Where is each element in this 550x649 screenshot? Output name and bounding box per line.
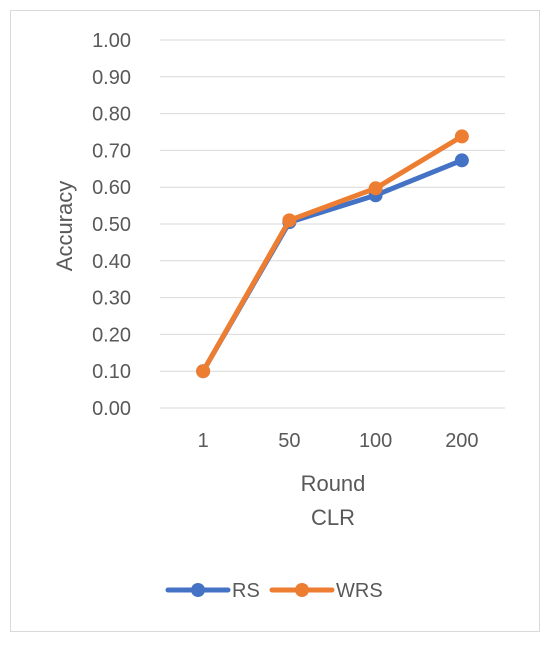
y-axis-label: Accuracy [52, 181, 77, 271]
chart-border [10, 10, 540, 632]
y-tick-label: 0.40 [92, 251, 131, 273]
data-point-rs [454, 153, 469, 168]
y-tick-label: 0.90 [92, 67, 131, 89]
x-axis-sublabel: CLR [311, 505, 355, 530]
data-point-wrs [196, 364, 211, 379]
y-tick-label: 0.70 [92, 140, 131, 162]
legend-item-rs: RS [165, 580, 260, 602]
y-axis-tick-labels: 0.00 0.10 0.20 0.30 0.40 0.50 0.60 0.70 0.80 0.90… [92, 30, 131, 420]
x-tick-label: 200 [445, 430, 478, 452]
x-tick-label: 1 [198, 430, 209, 452]
series-wrs [196, 129, 469, 379]
x-tick-label: 50 [278, 430, 300, 452]
series-layer [196, 129, 469, 379]
y-tick-label: 0.60 [92, 177, 131, 199]
y-tick-label: 0.20 [92, 324, 131, 346]
data-point-wrs [282, 213, 297, 228]
y-tick-label: 0.50 [92, 214, 131, 236]
y-tick-label: 0.00 [92, 398, 131, 420]
legend-label: WRS [336, 580, 383, 602]
legend: RS WRS [165, 580, 383, 602]
data-point-wrs [368, 181, 383, 196]
x-axis-tick-labels: 1 50 100 200 [198, 430, 479, 452]
y-tick-label: 1.00 [92, 30, 131, 52]
y-tick-label: 0.30 [92, 288, 131, 310]
y-tick-label: 0.80 [92, 104, 131, 126]
legend-marker [295, 583, 309, 597]
gridlines [160, 39, 505, 409]
series-line-wrs [200, 133, 465, 374]
legend-label: RS [232, 580, 260, 602]
legend-item-wrs: WRS [269, 580, 383, 602]
legend-marker [191, 583, 205, 597]
data-point-wrs [454, 129, 469, 144]
y-tick-label: 0.10 [92, 361, 131, 383]
x-tick-label: 100 [359, 430, 392, 452]
x-axis-label: Round [301, 471, 366, 496]
